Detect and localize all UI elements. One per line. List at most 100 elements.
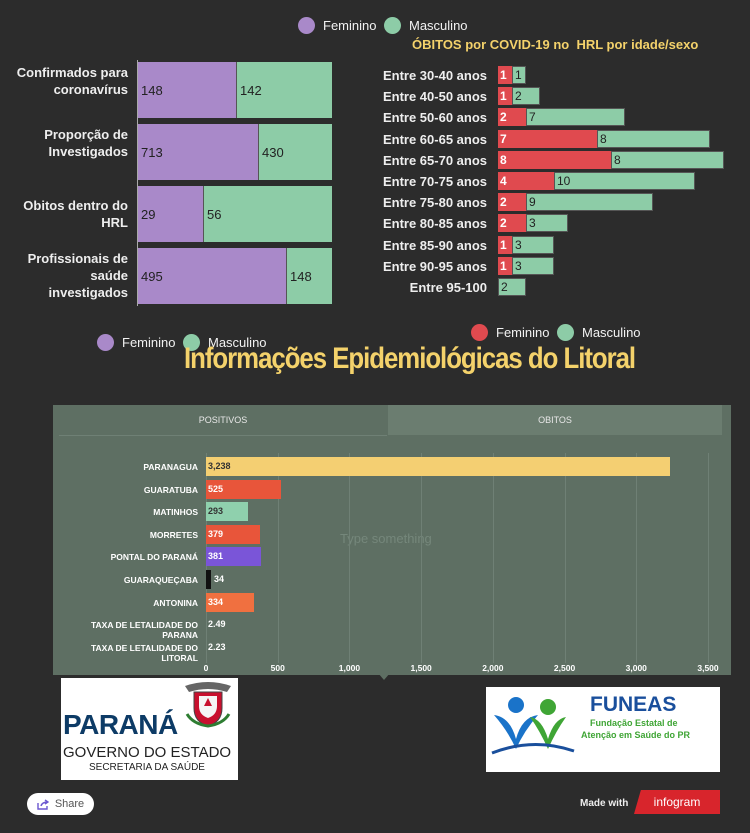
legend-label: Masculino (582, 325, 641, 340)
positives-panel: POSITIVOS OBITOS Type something 0 500 1,00… (53, 405, 731, 675)
legend-label: Feminino (323, 18, 377, 33)
feminino-red-dot-icon (471, 324, 488, 341)
gridline (349, 453, 351, 663)
category-label: GUARAQUEÇABA (123, 575, 198, 585)
made-with-text: Made with (580, 798, 629, 809)
legend-top-masculino[interactable]: Masculino (384, 17, 468, 34)
bar-feminino: 713 (138, 124, 259, 180)
masculino-dot-icon (384, 17, 401, 34)
infogram-label: infogram (653, 795, 701, 809)
legend-label: Feminino (122, 335, 176, 350)
legend-label: Feminino (496, 325, 550, 340)
parana-line2: SECRETARIA DA SAÚDE (89, 762, 205, 773)
category-label: TAXA DE LETALIDADE DO LITORAL (90, 642, 198, 663)
gridline (708, 453, 709, 663)
bar-value (206, 570, 211, 589)
funeas-logo: FUNEAS Fundação Estatal de Atenção em Sa… (486, 687, 720, 772)
data-label: 379 (208, 528, 224, 539)
bar-masculino: 8 (597, 129, 710, 148)
data-label: 525 (208, 483, 224, 494)
legend-top-feminino[interactable]: Feminino (298, 17, 376, 34)
share-icon (37, 798, 49, 810)
x-tick-label: 1,000 (338, 663, 361, 673)
age-label: Entre 70-75 anos (382, 174, 487, 189)
category-label: Confirmados para coronavírus (16, 65, 128, 97)
bar-feminino: 495 (138, 248, 287, 304)
age-label: Entre 80-85 anos (382, 216, 487, 232)
share-label: Share (54, 798, 85, 810)
age-label: Entre 85-90 anos (382, 237, 487, 253)
funeas-line1: Fundação Estatal de (590, 718, 678, 728)
gridline (277, 453, 279, 663)
category-label: GUARATUBA (143, 484, 198, 495)
age-label: Entre 75-80 anos (382, 195, 487, 211)
bar-value (206, 547, 261, 567)
bar-masculino: 2 (512, 87, 540, 106)
tab-obitos[interactable]: OBITOS (388, 405, 722, 435)
data-label: 334 (208, 596, 224, 607)
bar-feminino: 2 (498, 108, 526, 127)
category-label: MORRETES (149, 529, 198, 540)
bar-masculino: 7 (526, 108, 625, 127)
placeholder-text: Type something (340, 531, 432, 546)
bar-feminino: 2 (498, 214, 526, 233)
category-label: TAXA DE LETALIDADE DO PARANA (90, 620, 198, 641)
bar-masculino: 3 (526, 214, 568, 233)
masculino-dot-icon (557, 324, 574, 341)
bar-value (206, 479, 282, 499)
age-label: Entre 90-95 anos (382, 258, 487, 274)
legend-left-masculino[interactable]: Masculino (183, 334, 267, 351)
share-button[interactable]: Share (27, 793, 94, 815)
data-label: 2.49 (208, 619, 226, 630)
x-tick-label: 500 (270, 663, 285, 673)
age-label: Entre 60-65 anos (382, 131, 487, 147)
data-label: 2.23 (208, 641, 226, 652)
bar-value (206, 524, 261, 544)
tab-positivos[interactable]: POSITIVOS (59, 405, 387, 436)
bar-masculino: 148 (287, 248, 332, 304)
masculino-dot-icon (183, 334, 200, 351)
legend-right-masculino[interactable]: Masculino (557, 324, 641, 341)
bar-masculino: 2 (498, 278, 526, 296)
age-label: Entre 95-100 (409, 280, 487, 295)
legend-right-feminino[interactable]: Feminino (471, 324, 549, 341)
infogram-badge[interactable]: infogram (634, 790, 720, 814)
people-icon (491, 697, 575, 755)
x-tick-label: 1,500 (410, 663, 432, 673)
x-tick-label: 3,000 (625, 663, 647, 673)
bar-feminino: 8 (498, 150, 611, 169)
parana-line1: GOVERNO DO ESTADO (63, 744, 232, 761)
x-tick-label: 0 (203, 663, 209, 673)
bar-feminino: 148 (138, 62, 237, 118)
age-label: Entre 50-60 anos (382, 110, 487, 126)
data-label: 381 (208, 551, 224, 562)
data-label: 34 (214, 574, 225, 584)
category-label: ANTONINA (153, 597, 198, 608)
axis-line (137, 60, 138, 306)
category-label: Obitos dentro do HRL (23, 198, 128, 230)
bar-feminino: 2 (498, 193, 526, 212)
category-label: PONTAL DO PARANÁ (110, 552, 198, 563)
funeas-line2: Atenção em Saúde do PR (581, 730, 691, 740)
bar-masculino: 56 (204, 186, 332, 242)
legend-label: Masculino (208, 335, 267, 350)
bar-masculino: 430 (259, 124, 332, 180)
legend-label: Masculino (409, 18, 468, 33)
bar-masculino: 3 (512, 256, 554, 275)
bar-feminino: 1 (498, 235, 512, 254)
gridline (636, 453, 638, 663)
bar-feminino: 4 (498, 172, 554, 190)
parana-logo: PARANÁ GOVERNO DO ESTADO SECRETARIA DA S… (61, 678, 238, 780)
bar-feminino: 7 (498, 129, 597, 148)
x-tick-label: 2,000 (482, 663, 504, 673)
age-label: Entre 30-40 anos (382, 68, 487, 83)
x-tick-label: 3,500 (697, 663, 719, 673)
bar-masculino: 3 (512, 235, 554, 254)
category-label: MATINHOS (153, 507, 198, 518)
bar-value (206, 502, 249, 522)
legend-left-feminino[interactable]: Feminino (97, 334, 175, 351)
parana-word: PARANÁ (63, 709, 178, 740)
feminino-dot-icon (97, 334, 114, 351)
category-label: Profissionais de saúde investigados (27, 251, 128, 300)
age-label: Entre 65-70 anos (382, 152, 487, 168)
